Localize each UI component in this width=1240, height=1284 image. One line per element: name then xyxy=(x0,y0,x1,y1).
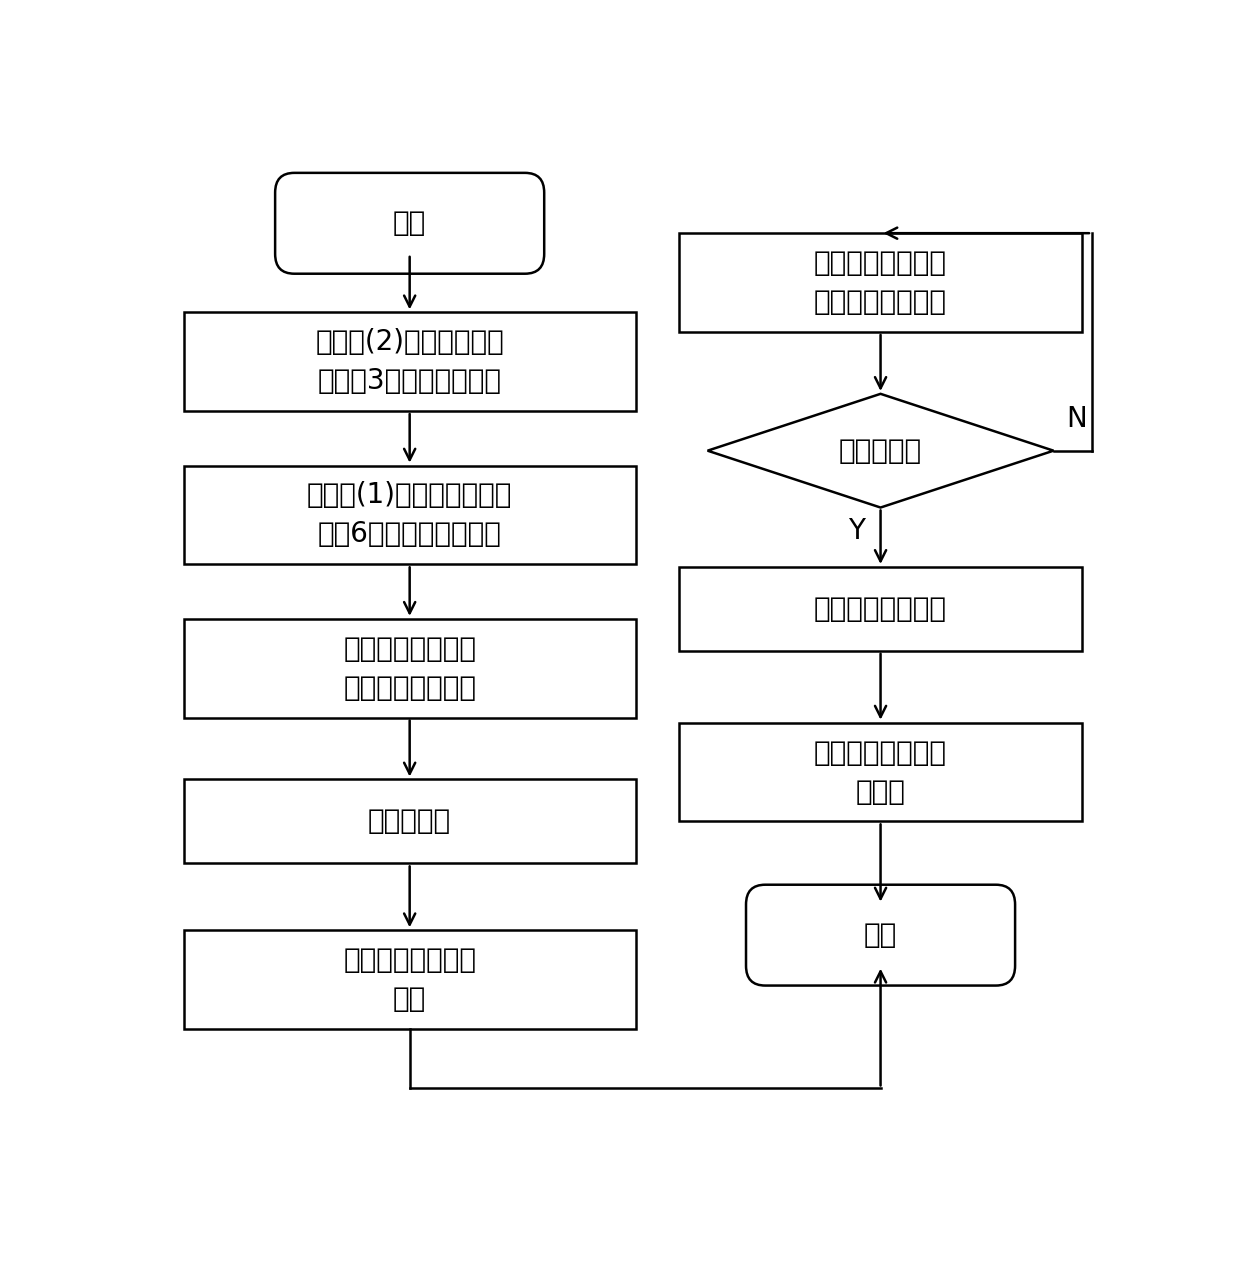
Text: 数据传入对接控制
系统: 数据传入对接控制 系统 xyxy=(343,946,476,1013)
Text: 开始: 开始 xyxy=(393,209,427,238)
Bar xyxy=(184,312,635,411)
Text: 后舱段(2)放入五自由度
托架（3）作为对接基准: 后舱段(2)放入五自由度 托架（3）作为对接基准 xyxy=(315,329,503,395)
Text: 质量特性参数分析: 质量特性参数分析 xyxy=(813,594,947,623)
Text: 驱动六自由度调姿
平台运动开始对接: 驱动六自由度调姿 平台运动开始对接 xyxy=(813,249,947,316)
FancyBboxPatch shape xyxy=(746,885,1016,986)
Text: 结束: 结束 xyxy=(864,921,898,949)
Bar xyxy=(184,619,635,718)
Polygon shape xyxy=(708,394,1054,507)
Text: Y: Y xyxy=(848,517,866,546)
Bar xyxy=(678,723,1083,822)
Text: 前舱段(1)放入六自由度托
架（6）作为待对接部件: 前舱段(1)放入六自由度托 架（6）作为待对接部件 xyxy=(308,482,512,548)
Text: 数据存入上位机监
控系统: 数据存入上位机监 控系统 xyxy=(813,738,947,805)
Bar xyxy=(184,930,635,1028)
FancyBboxPatch shape xyxy=(275,173,544,273)
Bar xyxy=(184,466,635,565)
Text: 对接测量系统对对
接轴切面精确测量: 对接测量系统对对 接轴切面精确测量 xyxy=(343,634,476,701)
Text: N: N xyxy=(1066,404,1087,433)
Bar xyxy=(184,779,635,863)
Text: 对接完成？: 对接完成？ xyxy=(839,437,923,465)
Text: 对位姿解析: 对位姿解析 xyxy=(368,808,451,836)
Bar xyxy=(678,234,1083,333)
Bar xyxy=(678,566,1083,651)
